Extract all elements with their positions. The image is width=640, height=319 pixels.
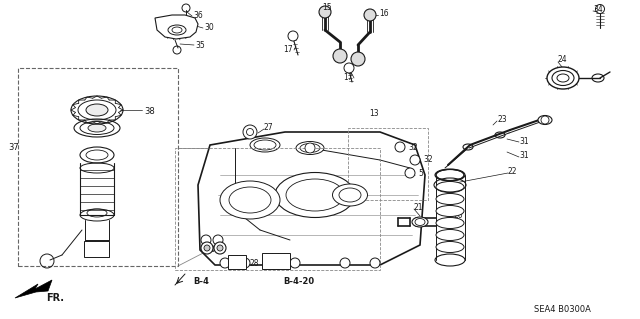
Text: 33: 33 (271, 263, 282, 271)
Text: 13: 13 (369, 109, 379, 118)
Text: 25: 25 (566, 72, 575, 81)
Ellipse shape (538, 115, 552, 124)
Ellipse shape (436, 169, 464, 181)
Bar (348, 128, 428, 200)
Ellipse shape (436, 241, 464, 253)
Ellipse shape (436, 182, 464, 192)
Text: 21: 21 (414, 204, 424, 212)
Circle shape (351, 52, 365, 66)
Text: B-4: B-4 (193, 278, 209, 286)
Text: 36: 36 (193, 11, 203, 19)
Text: 35: 35 (195, 41, 205, 49)
Text: FR.: FR. (46, 293, 64, 303)
Text: 5: 5 (418, 168, 423, 177)
Ellipse shape (436, 205, 464, 217)
Ellipse shape (86, 104, 108, 116)
Circle shape (319, 6, 331, 18)
Text: 28: 28 (249, 258, 259, 268)
Ellipse shape (275, 173, 355, 218)
Circle shape (344, 63, 354, 73)
Ellipse shape (436, 229, 464, 241)
Text: 15: 15 (322, 3, 332, 11)
Circle shape (340, 258, 350, 268)
Circle shape (370, 258, 380, 268)
Text: 31: 31 (519, 137, 529, 145)
Ellipse shape (436, 194, 464, 204)
Text: 32: 32 (408, 143, 418, 152)
Ellipse shape (88, 124, 106, 132)
Polygon shape (155, 15, 198, 39)
Circle shape (204, 245, 210, 251)
Text: 38: 38 (144, 108, 155, 116)
Circle shape (405, 168, 415, 178)
Text: 32: 32 (423, 155, 433, 165)
Text: 20: 20 (454, 211, 463, 220)
Text: B-4-20: B-4-20 (283, 278, 314, 286)
Circle shape (220, 258, 230, 268)
Circle shape (240, 258, 250, 268)
Circle shape (333, 49, 347, 63)
Ellipse shape (220, 181, 280, 219)
Circle shape (201, 242, 213, 254)
Text: 26: 26 (210, 246, 220, 255)
Circle shape (305, 143, 315, 153)
Text: 17: 17 (344, 73, 353, 83)
Circle shape (290, 258, 300, 268)
Bar (175, 148, 380, 270)
Text: 27: 27 (264, 123, 274, 132)
Circle shape (243, 125, 257, 139)
Text: 37: 37 (8, 144, 19, 152)
Ellipse shape (547, 67, 579, 89)
Bar (18, 68, 178, 266)
Text: 16: 16 (379, 10, 388, 19)
Text: 24: 24 (558, 56, 568, 64)
Ellipse shape (250, 138, 280, 152)
Bar (228, 255, 246, 269)
Polygon shape (198, 132, 425, 265)
Circle shape (217, 245, 223, 251)
Text: 31: 31 (519, 152, 529, 160)
Ellipse shape (557, 74, 569, 82)
Ellipse shape (333, 184, 367, 206)
Text: 22: 22 (508, 167, 518, 176)
Ellipse shape (296, 142, 324, 154)
Circle shape (541, 116, 549, 124)
Ellipse shape (436, 218, 464, 228)
Ellipse shape (412, 217, 428, 227)
Circle shape (214, 242, 226, 254)
Circle shape (395, 142, 405, 152)
Bar (84, 241, 109, 257)
Polygon shape (15, 280, 52, 298)
Circle shape (410, 155, 420, 165)
Text: 23: 23 (497, 115, 507, 124)
Circle shape (213, 235, 223, 245)
Circle shape (201, 235, 211, 245)
Circle shape (364, 9, 376, 21)
Text: 17: 17 (284, 46, 293, 55)
Circle shape (595, 4, 605, 13)
Circle shape (288, 31, 298, 41)
Text: 34: 34 (593, 5, 603, 14)
Text: 30: 30 (204, 24, 214, 33)
Text: SEA4 B0300A: SEA4 B0300A (534, 305, 591, 314)
Bar (262, 253, 290, 269)
